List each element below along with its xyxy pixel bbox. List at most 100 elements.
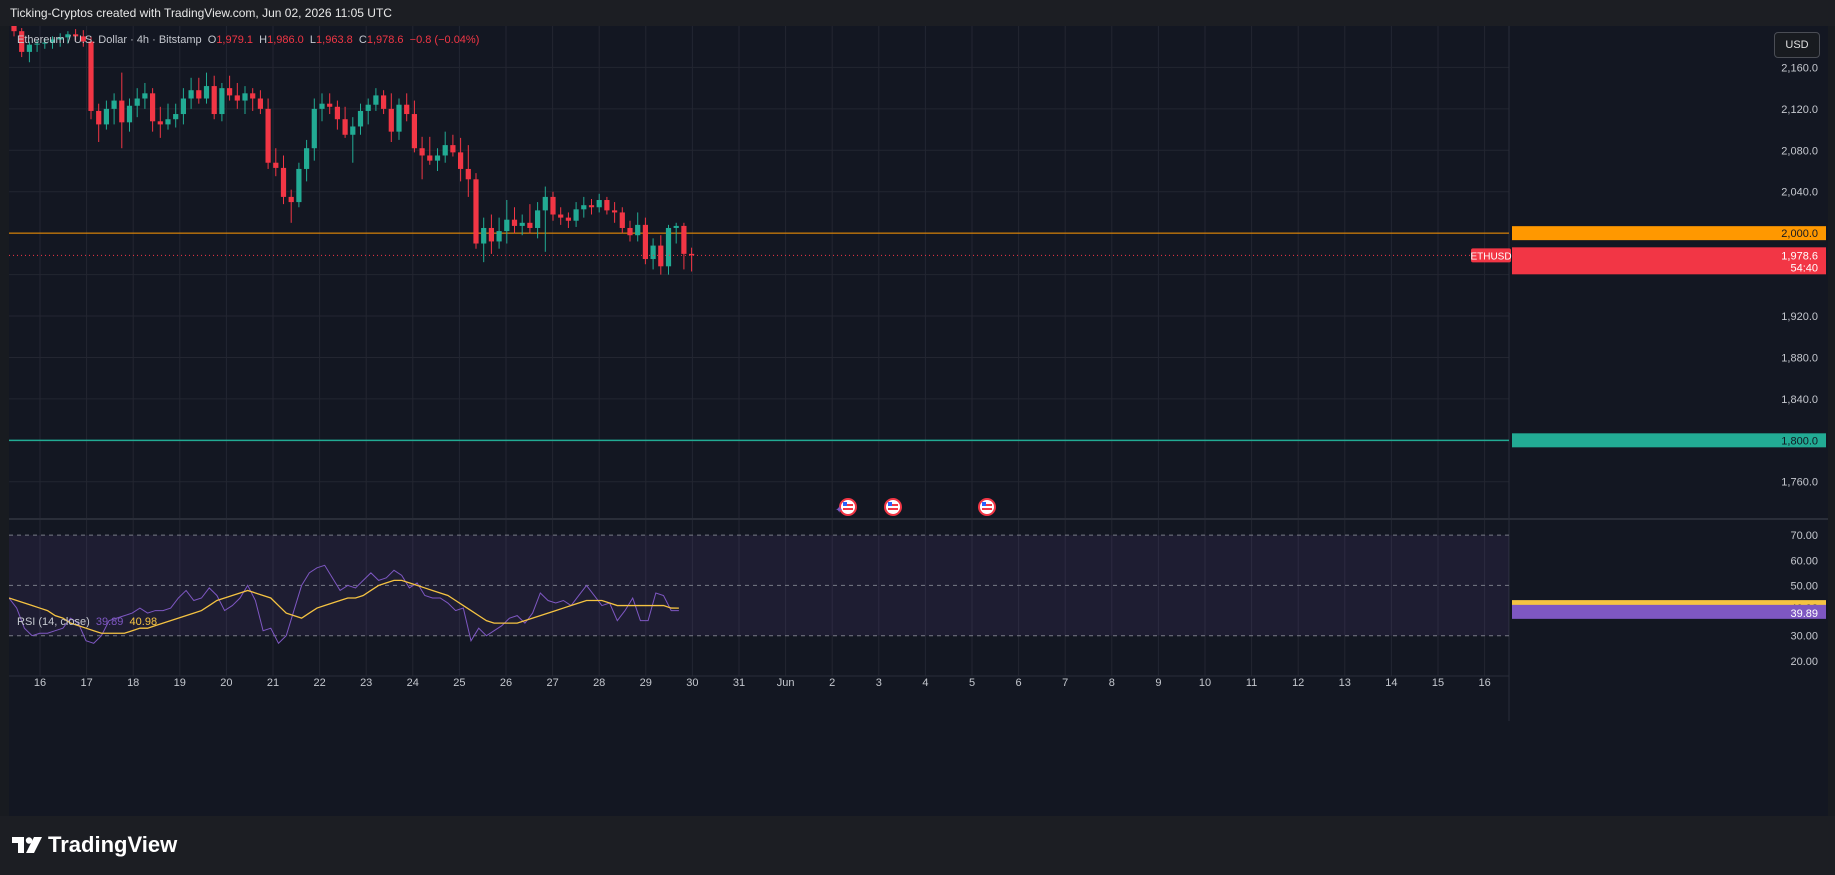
rsi-title[interactable]: RSI (14, close) [17, 616, 90, 628]
time-axis-tick: 15 [1432, 677, 1444, 689]
candle-body [150, 93, 156, 122]
level-label: 1,800.0 [1781, 435, 1818, 447]
price-axis-tick: 1,920.0 [1781, 311, 1818, 323]
rsi-value: 39.89 [95, 616, 124, 628]
candle-body [673, 225, 679, 228]
candle-body [604, 200, 610, 211]
candle-body [473, 179, 479, 244]
rsi-axis-tick: 50.00 [1790, 580, 1818, 592]
candle-body [42, 42, 48, 44]
candle-body [334, 106, 340, 120]
candle-body [304, 148, 310, 169]
rsi-ma-value: 40.98 [129, 616, 158, 628]
chart-canvas[interactable]: 2,160.0 2,120.0 2,080.0 2,040.0 1,920.0 1,880… [9, 26, 1828, 816]
candle-body [57, 37, 63, 40]
candle-body [80, 36, 86, 42]
attribution-text: Ticking-Cryptos created with TradingView… [10, 6, 392, 20]
sparkle-icon: ✦ [835, 505, 843, 516]
candle-body [288, 196, 294, 203]
us-flag-canton [888, 502, 892, 506]
candle-body [165, 119, 171, 125]
time-axis-tick: 8 [1109, 677, 1115, 689]
candle-body [242, 93, 248, 101]
candle-body [542, 196, 548, 211]
price-axis-tick: 1,880.0 [1781, 352, 1818, 364]
candle-body [296, 168, 302, 203]
candle-body [49, 39, 56, 43]
symbol-tag-bg [1471, 248, 1511, 263]
rsi-axis-tick: 20.00 [1790, 656, 1818, 668]
candle-body [419, 148, 425, 156]
footer: TradingView [0, 816, 1835, 875]
symbol-title[interactable]: Ethereum / U.S. Dollar · 4h · Bitstamp [17, 34, 202, 46]
price-axis-tick: 2,120.0 [1781, 104, 1818, 116]
time-axis-tick: Jun [777, 677, 795, 689]
candle-body [635, 224, 641, 236]
candle-body [381, 95, 387, 109]
time-axis-tick: 29 [640, 677, 652, 689]
rsi-line [9, 564, 679, 645]
candle-body [211, 86, 217, 115]
time-axis-tick: 9 [1155, 677, 1161, 689]
candle-body [250, 93, 256, 99]
rsi-axis-tick: 60.00 [1790, 555, 1818, 567]
candle-body [396, 104, 402, 132]
candle-body [134, 98, 140, 106]
candle-body [565, 217, 571, 221]
candle-body [34, 43, 40, 45]
candle-body [357, 110, 364, 127]
candle-body [504, 219, 510, 232]
time-axis-tick: 7 [1062, 677, 1068, 689]
candle-body [311, 108, 317, 149]
us-flag-stripe [843, 504, 853, 506]
candle-body [280, 167, 287, 197]
time-axis-tick: 30 [686, 677, 698, 689]
candle-body [342, 119, 348, 135]
candle-body [65, 34, 71, 38]
us-flag-stripe [888, 508, 898, 510]
attribution-bar: Ticking-Cryptos created with TradingView… [0, 0, 1835, 26]
time-axis-tick: 26 [500, 677, 512, 689]
chart-area[interactable]: 2,160.0 2,120.0 2,080.0 2,040.0 1,920.0 1,880… [9, 26, 1828, 816]
currency-button[interactable]: USD [1774, 32, 1820, 58]
candle-body [627, 227, 633, 236]
current-price-label: 1,978.6 [1781, 250, 1818, 262]
candle-body [481, 227, 487, 244]
candle-body [373, 95, 379, 105]
candle-body [119, 100, 125, 123]
candle-body [596, 200, 602, 208]
time-axis-tick: 20 [220, 677, 232, 689]
candle-body [188, 90, 194, 99]
time-axis-tick: 21 [267, 677, 279, 689]
time-axis-tick: 4 [922, 677, 928, 689]
open-label: O [207, 34, 217, 46]
candle-body [427, 155, 433, 161]
candle-body [273, 162, 279, 168]
rsi-ma-line [9, 579, 679, 634]
candle-body [96, 110, 102, 125]
tradingview-logo[interactable]: TradingView [12, 832, 177, 858]
level-label-bg [1512, 226, 1826, 241]
rsi-legend: RSI (14, close) 39.89 40.98 [17, 616, 157, 628]
candle-body [126, 105, 133, 123]
us-flag-stripe [843, 508, 853, 510]
current-price-label-bg [1512, 247, 1826, 275]
time-axis-tick: 2 [829, 677, 835, 689]
candle-body [458, 152, 464, 169]
candle-body [365, 104, 371, 111]
brand-name: TradingView [48, 832, 178, 857]
time-axis-tick: 5 [969, 677, 975, 689]
candle-body [11, 26, 17, 32]
level-label-bg [1512, 433, 1826, 448]
time-axis-tick: 14 [1385, 677, 1397, 689]
us-flag-canton [982, 502, 986, 506]
price-axis-tick: 1,840.0 [1781, 394, 1818, 406]
candle-body [535, 210, 541, 228]
candle-body [450, 145, 456, 153]
us-flag-event-icon[interactable] [884, 498, 902, 516]
time-axis-tick: 27 [546, 677, 558, 689]
us-flag-event-icon[interactable] [978, 498, 996, 516]
symbol-tag: ETHUSD [1470, 251, 1511, 262]
time-axis-tick: 12 [1292, 677, 1304, 689]
rsi-axis-label: 39.89 [1790, 608, 1818, 620]
